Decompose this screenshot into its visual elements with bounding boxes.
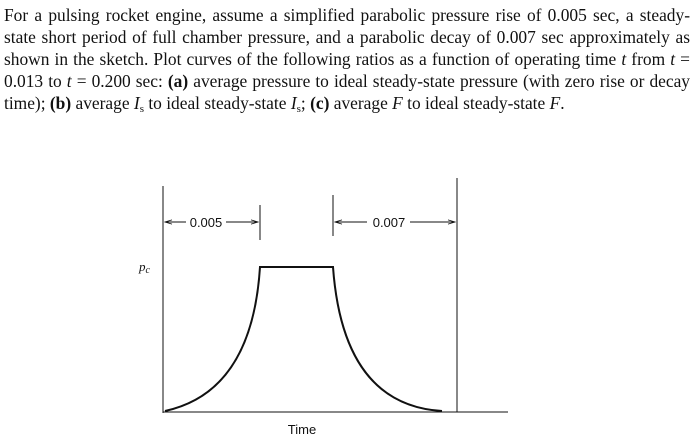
problem-text: For a pulsing rocket engine, assume a si… — [4, 4, 690, 115]
text: F — [392, 93, 403, 113]
text: For a pulsing rocket engine, assume a si… — [4, 5, 690, 69]
text: F — [549, 93, 561, 113]
text: ; — [300, 93, 311, 113]
text: t — [670, 49, 676, 69]
y-axis-label: pc — [138, 259, 151, 276]
text: = 0.013 to — [4, 49, 690, 91]
pressure-curve — [164, 266, 443, 412]
rise-label: 0.005 — [190, 215, 223, 230]
text: to ideal steady-state — [144, 93, 291, 113]
text: . — [560, 93, 565, 113]
text: I — [290, 93, 297, 113]
text: p — [138, 259, 146, 274]
text: I — [133, 93, 140, 113]
text: average pressure to ideal steady-state p… — [4, 71, 690, 113]
text: (a) — [167, 71, 189, 91]
text: average — [329, 93, 393, 113]
text: from — [626, 49, 671, 69]
text: s — [139, 103, 144, 115]
text: to ideal steady-state — [402, 93, 550, 113]
text: average — [71, 93, 134, 113]
x-axis-label: Time — [288, 422, 316, 437]
text: s — [296, 103, 301, 115]
text: t — [621, 49, 627, 69]
decay-label: 0.007 — [373, 215, 406, 230]
text: = 0.200 sec: — [71, 71, 168, 91]
text: (c) — [310, 93, 330, 113]
text: (b) — [49, 93, 72, 113]
text: t — [66, 71, 72, 91]
text: c — [146, 265, 151, 276]
